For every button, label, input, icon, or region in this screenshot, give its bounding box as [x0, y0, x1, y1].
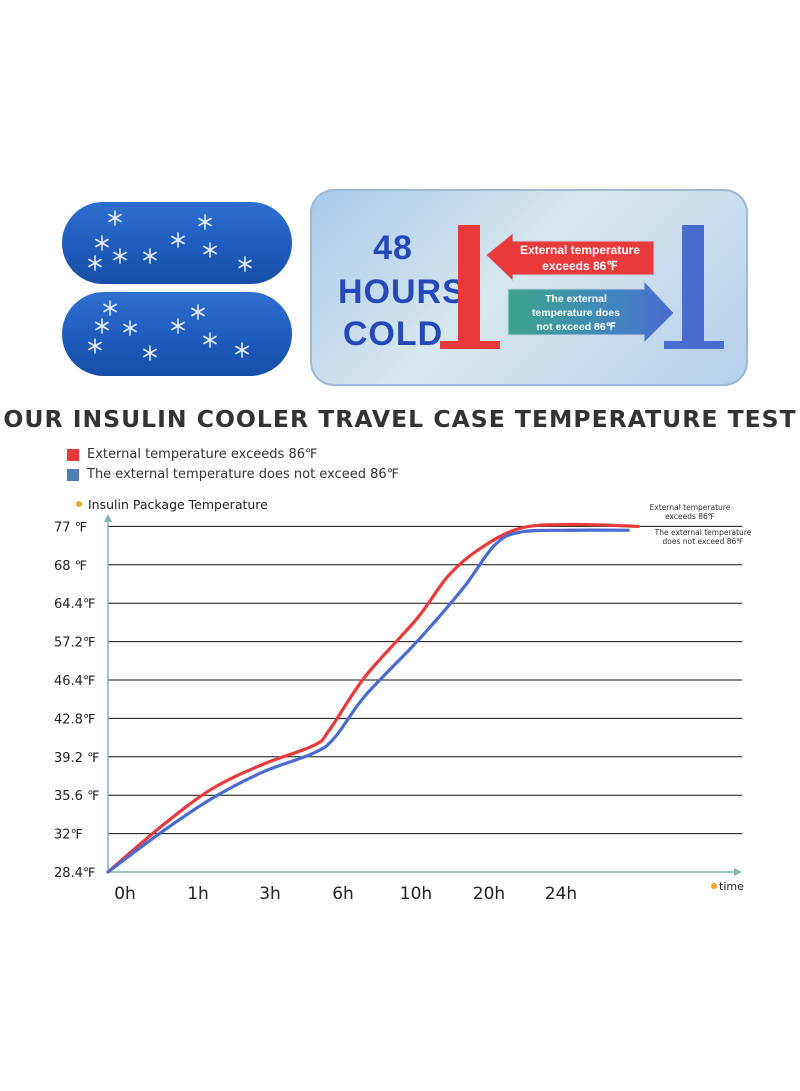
- ice-packs-image: [62, 202, 292, 376]
- x-axis-arrow-icon: [734, 868, 742, 876]
- x-tick-label: 10h: [400, 884, 432, 904]
- ice-pack-bottom: [62, 292, 292, 376]
- y-tick-label: 64.4℉: [54, 597, 95, 612]
- temperature-chart: Insulin Package Temperature time 28.4℉ 32…: [54, 497, 752, 904]
- panel-big-text-2: HOURS: [338, 273, 466, 311]
- blue-column: [682, 225, 704, 345]
- blue-label-line-2: temperature does: [531, 307, 621, 319]
- panel-diagram: [440, 225, 724, 349]
- red-arrow-left-icon: [485, 231, 655, 283]
- red-column: [458, 225, 480, 345]
- legend-item-blue: The external temperature does not exceed…: [67, 467, 399, 482]
- x-tick-label: 24h: [545, 884, 577, 904]
- y-axis-arrow-icon: [104, 514, 112, 522]
- legend-label-red: External temperature exceeds 86℉: [87, 447, 318, 462]
- y-tick-label: 32℉: [54, 828, 83, 843]
- x-tick-label: 1h: [187, 884, 209, 904]
- y-tick-label: 42.8℉: [54, 712, 95, 727]
- red-label-line-1: External temperature: [519, 243, 641, 257]
- series-line-1: [106, 528, 630, 874]
- red-column-base: [440, 341, 500, 349]
- red-label-line-2: exceeds 86℉: [542, 259, 618, 273]
- blue-label-line-1: The external: [545, 293, 607, 305]
- series-annotation: does not exceed 86℉: [663, 537, 744, 546]
- y-tick-label: 77 ℉: [54, 520, 87, 535]
- ice-pack-top: [62, 202, 292, 284]
- y-tick-label: 46.4℉: [54, 674, 95, 689]
- series-annotation: The external temperature: [654, 528, 752, 537]
- ylabel-dot-icon: [76, 501, 82, 507]
- y-tick-label: 35.6 ℉: [54, 789, 99, 804]
- y-axis-title: Insulin Package Temperature: [88, 497, 268, 512]
- x-tick-label: 0h: [114, 884, 136, 904]
- blue-column-base: [664, 341, 724, 349]
- panel-big-text-3: COLD: [342, 315, 444, 353]
- blue-label-line-3: not exceed 86℉: [536, 321, 616, 333]
- info-panel: 48 HOURS COLD External temperature excee…: [310, 189, 748, 386]
- xlabel-dot-icon: [711, 883, 717, 889]
- blue-arrow-right-icon: [507, 279, 675, 345]
- panel-big-text-1: 48: [373, 229, 413, 267]
- x-tick-label: 3h: [259, 884, 281, 904]
- y-tick-label: 68 ℉: [54, 559, 87, 574]
- legend-item-red: External temperature exceeds 86℉: [67, 447, 317, 462]
- legend-swatch-blue: [67, 468, 79, 481]
- legend-label-blue: The external temperature does not exceed…: [87, 467, 399, 482]
- y-tick-label: 57.2℉: [54, 636, 95, 651]
- legend-swatch-red: [67, 448, 79, 461]
- x-tick-label: 6h: [332, 884, 354, 904]
- page-title: OUR INSULIN COOLER TRAVEL CASE TEMPERATU…: [3, 405, 797, 433]
- x-tick-label: 20h: [473, 884, 505, 904]
- series-line-0: [106, 522, 641, 874]
- y-tick-label: 28.4℉: [54, 866, 95, 881]
- y-tick-label: 39.2 ℉: [54, 751, 99, 766]
- x-axis-title: time: [719, 880, 744, 893]
- series-annotation: exceeds 86℉: [665, 512, 715, 521]
- series-annotation: External temperature: [650, 503, 731, 512]
